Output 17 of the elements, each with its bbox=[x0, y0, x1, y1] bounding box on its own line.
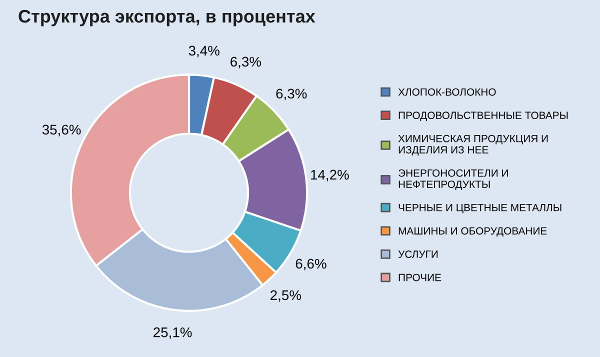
legend-label: ЧЕРНЫЕ И ЦВЕТНЫЕ МЕТАЛЛЫ bbox=[398, 204, 562, 214]
legend-label: ХЛОПОК-ВОЛОКНО bbox=[398, 88, 496, 96]
legend-label: УСЛУГИ bbox=[398, 250, 438, 258]
legend-label: ПРОДОВОЛЬСТВЕННЫЕ ТОВАРЫ bbox=[398, 112, 568, 122]
data-label: 25,1% bbox=[154, 327, 192, 339]
legend-label: ПРОЧИЕ bbox=[398, 274, 442, 282]
data-label: 35,6% bbox=[42, 124, 81, 136]
legend-label: ХИМИЧЕСКАЯ ПРОДУКЦИЯ И ИЗДЕЛИЯ ИЗ НЕЕ bbox=[398, 134, 548, 156]
data-label: 6,3% bbox=[230, 56, 262, 68]
chart-title: Структура экспорта, в процентах bbox=[18, 10, 316, 26]
legend-label: МАШИНЫ И ОБОРУДОВАНИЕ bbox=[398, 227, 547, 237]
data-label: 6,3% bbox=[276, 88, 307, 100]
data-label: 6,6% bbox=[296, 258, 326, 270]
data-label: 3,4% bbox=[188, 46, 220, 58]
data-label: 14,2% bbox=[311, 170, 349, 182]
legend-label: ЭНЕРГОНОСИТЕЛИ И НЕФТЕПРОДУКТЫ bbox=[398, 169, 508, 190]
data-label: 2,5% bbox=[270, 290, 302, 302]
